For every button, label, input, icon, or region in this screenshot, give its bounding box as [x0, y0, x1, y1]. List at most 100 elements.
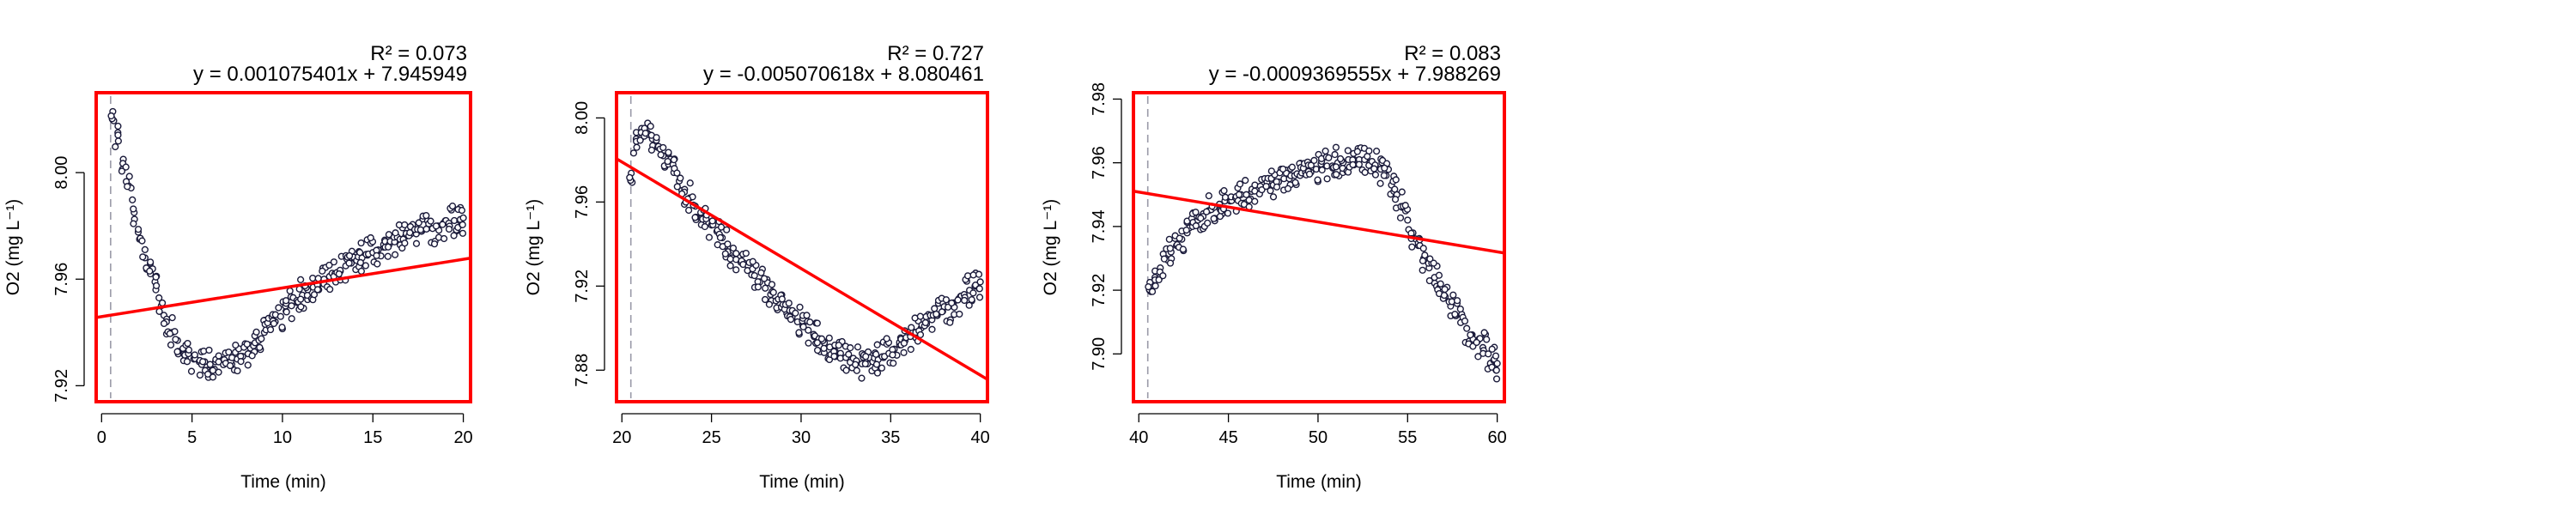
data-point [199, 358, 207, 366]
data-point [1373, 148, 1381, 155]
data-point [757, 269, 765, 276]
data-point [283, 308, 290, 316]
data-point [1159, 272, 1167, 280]
data-point [942, 296, 951, 304]
data-point [916, 330, 925, 339]
data-point [391, 251, 399, 258]
y-tick-label: 7.96 [1090, 146, 1109, 179]
data-point [129, 196, 137, 203]
data-point [153, 282, 161, 289]
data-point [252, 328, 260, 336]
data-point [1451, 311, 1459, 318]
data-point [1336, 154, 1345, 163]
data-point [907, 345, 914, 354]
data-point [961, 296, 969, 305]
data-point [1456, 305, 1464, 313]
data-point [1391, 196, 1400, 203]
data-point [847, 344, 854, 352]
data-point [1370, 165, 1378, 173]
data-point [345, 251, 354, 260]
data-point [1321, 147, 1329, 155]
data-point [313, 286, 322, 294]
data-point [938, 308, 946, 316]
data-point [1235, 191, 1243, 198]
data-point [185, 346, 193, 354]
x-tick-label: 20 [612, 428, 631, 447]
data-point [842, 367, 850, 374]
data-point [226, 361, 234, 370]
data-point [1332, 163, 1340, 171]
data-point [1166, 245, 1174, 252]
data-point [258, 335, 265, 342]
data-point [933, 310, 940, 318]
data-point [244, 361, 252, 369]
data-point [319, 267, 326, 275]
data-point [204, 370, 212, 378]
data-point [795, 329, 803, 336]
r-squared-label: R² = 0.083 [1404, 42, 1501, 65]
data-point [1391, 185, 1399, 193]
x-axis-label: Time (min) [240, 472, 326, 492]
data-point [861, 360, 869, 367]
data-point [1166, 259, 1175, 267]
data-point [209, 367, 217, 374]
data-point [1192, 209, 1200, 216]
data-point [232, 341, 240, 349]
data-point [288, 315, 295, 323]
data-point [1179, 245, 1187, 253]
data-point [1381, 164, 1388, 172]
data-point [1197, 215, 1205, 222]
data-point [724, 240, 732, 248]
r-squared-label: R² = 0.727 [887, 42, 984, 65]
data-point [1267, 167, 1275, 175]
data-point [191, 351, 198, 359]
data-point [1380, 172, 1388, 179]
data-point [1473, 338, 1480, 347]
data-point [968, 296, 975, 304]
data-point [1398, 188, 1406, 196]
data-point [1216, 213, 1224, 221]
data-point [659, 143, 667, 152]
data-point [138, 237, 146, 245]
data-point [975, 294, 984, 301]
data-point [357, 267, 365, 276]
y-tick-label: 7.98 [1090, 82, 1109, 116]
data-point [205, 346, 213, 354]
data-point [664, 157, 671, 166]
data-point [1426, 255, 1434, 263]
data-point [785, 300, 793, 307]
data-point [1284, 185, 1292, 192]
data-point [1151, 282, 1159, 290]
data-point [749, 258, 756, 265]
data-point [234, 367, 241, 375]
data-point [1310, 156, 1318, 165]
data-point [965, 301, 973, 309]
regression-equation: y = -0.0009369555x + 7.988269 [1209, 63, 1501, 86]
data-point [787, 315, 795, 324]
data-point [172, 336, 179, 343]
data-point [900, 348, 908, 356]
y-tick-label: 7.92 [52, 369, 71, 403]
data-point [820, 344, 828, 352]
data-point [835, 342, 842, 349]
data-point [1288, 163, 1296, 171]
data-point [1204, 219, 1212, 227]
data-point [1349, 161, 1357, 168]
data-point [1279, 165, 1287, 173]
data-point [1242, 177, 1249, 185]
data-point [384, 252, 392, 260]
data-point [657, 151, 665, 159]
data-point [908, 324, 915, 331]
data-point [1453, 297, 1461, 305]
data-point [1331, 150, 1339, 159]
regression-equation: y = -0.005070618x + 8.080461 [703, 63, 984, 86]
data-point [1333, 171, 1340, 179]
data-point [1492, 375, 1501, 383]
data-point [1305, 170, 1314, 178]
data-point [297, 295, 305, 303]
data-point [1291, 179, 1299, 186]
data-point [1435, 271, 1443, 279]
r-squared-label: R² = 0.073 [370, 42, 467, 65]
data-point [243, 340, 251, 348]
data-point [647, 146, 656, 154]
